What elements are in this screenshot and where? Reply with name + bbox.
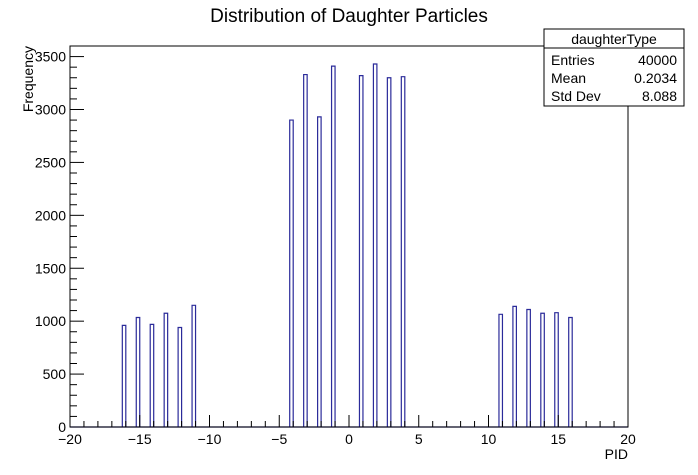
y-tick-label: 0 <box>58 419 66 435</box>
stats-mean-value: 0.2034 <box>634 70 677 86</box>
histogram-bar-1 <box>135 316 141 427</box>
y-axis: 0 500 1000 1500 2000 2500 3000 3500 <box>35 45 84 435</box>
stats-box: daughterType Entries 40000 Mean 0.2034 S… <box>543 28 685 107</box>
histogram-bar-17 <box>540 312 545 427</box>
x-tick-label: 5 <box>415 431 423 447</box>
histogram-bar-19 <box>568 316 573 427</box>
histogram-bar-15 <box>512 305 517 427</box>
x-axis: −20 −15 −10 −5 0 5 10 15 20 <box>58 415 636 447</box>
histogram-bar-6 <box>289 119 294 427</box>
histogram-bar-14 <box>498 313 504 427</box>
stats-stddev-value: 8.088 <box>642 88 677 104</box>
histogram-bar-2 <box>149 323 155 427</box>
histogram-bar-11 <box>372 63 378 427</box>
stats-stddev-label: Std Dev <box>551 88 601 104</box>
y-tick-label: 3500 <box>35 49 66 65</box>
histogram-bar-3 <box>163 312 169 427</box>
y-tick-label: 2500 <box>35 154 66 170</box>
stats-box-name: daughterType <box>571 31 657 47</box>
x-tick-label: −20 <box>58 431 82 447</box>
bars-layer <box>70 63 628 428</box>
histogram-bar-8 <box>317 116 322 427</box>
histogram-bar-18 <box>554 312 559 427</box>
stats-entries-value: 40000 <box>638 52 677 68</box>
histogram-bar-7 <box>303 73 308 427</box>
x-tick-label: 20 <box>620 431 636 447</box>
stats-entries-label: Entries <box>551 52 595 68</box>
histogram-bar-10 <box>358 75 364 427</box>
histogram-bar-12 <box>386 77 392 427</box>
stats-mean-label: Mean <box>551 70 586 86</box>
y-tick-label: 1500 <box>35 260 66 276</box>
x-tick-label: 15 <box>550 431 566 447</box>
x-axis-title: PID <box>605 446 628 462</box>
x-tick-label: −5 <box>271 431 287 447</box>
histogram-bar-0 <box>121 324 127 427</box>
x-tick-label: −10 <box>198 431 222 447</box>
x-tick-label: 0 <box>345 431 353 447</box>
y-axis-title: Frequency <box>20 46 36 112</box>
histogram-bar-4 <box>177 326 183 427</box>
chart-title: Distribution of Daughter Particles <box>210 6 488 27</box>
y-tick-label: 3000 <box>35 102 66 118</box>
histogram-bar-16 <box>526 308 531 427</box>
histogram-bar-5 <box>191 304 197 427</box>
y-tick-label: 500 <box>43 366 67 382</box>
x-tick-label: −15 <box>128 431 152 447</box>
stats-box-frame <box>543 28 685 107</box>
y-tick-label: 1000 <box>35 313 66 329</box>
histogram-bar-9 <box>330 65 336 427</box>
histogram-bar-13 <box>400 76 406 427</box>
x-tick-label: 10 <box>481 431 497 447</box>
y-tick-label: 2000 <box>35 207 66 223</box>
